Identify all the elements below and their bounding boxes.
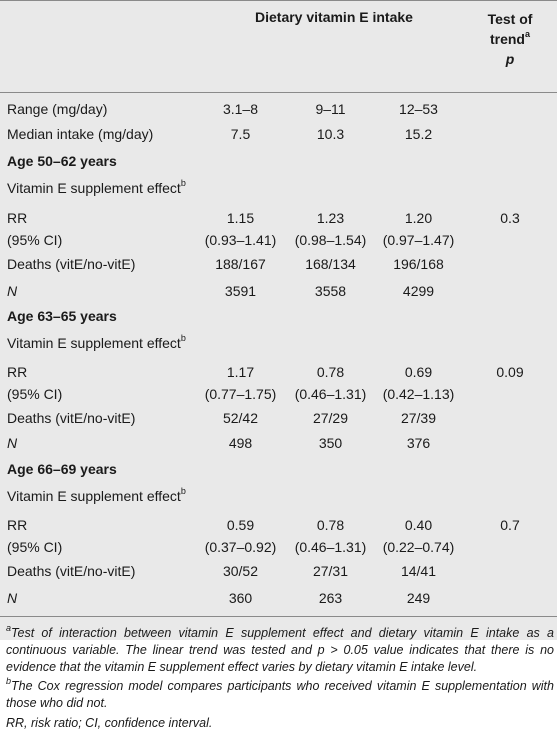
cell: 0.40 (0.22–0.74) (382, 517, 455, 555)
cell: 1.23 (0.98–1.54) (294, 210, 367, 248)
cell: 3591 (224, 283, 257, 299)
cell: 14/41 (400, 563, 437, 579)
cell: 498 (228, 435, 253, 451)
footnote-b: bThe Cox regression model compares parti… (6, 675, 554, 710)
cell: 30/52 (222, 563, 259, 579)
cell-p-value: 0.7 (500, 517, 520, 533)
header-trend-line1: Test of (487, 11, 533, 27)
row-label: Vitamin E supplement effectb (7, 178, 186, 196)
cell: 12–53 (399, 101, 438, 117)
row-label: N (7, 283, 18, 299)
cell: 1.20 (0.97–1.47) (382, 210, 455, 248)
footnote-a-ref: a (524, 29, 530, 40)
table-bottom-rule (0, 616, 557, 617)
row-label: Median intake (mg/day) (7, 126, 154, 142)
data-table: Dietary vitamin E intake Test of trenda … (0, 0, 557, 640)
row-label: Deaths (vitE/no-vitE) (7, 563, 136, 579)
cell-p-value: 0.09 (496, 364, 524, 380)
cell: 15.2 (404, 126, 433, 142)
footnote-a-mark: a (6, 622, 12, 633)
cell: 188/167 (215, 256, 266, 272)
header-trend-line2: trenda (489, 29, 530, 47)
cell-p-value: 0.3 (500, 210, 520, 226)
cell: 7.5 (230, 126, 251, 142)
header-rule (0, 92, 557, 93)
footnote-b-ref: b (180, 178, 186, 189)
row-label: RR (95% CI) (7, 517, 63, 555)
cell: 376 (406, 435, 431, 451)
cell: 52/42 (222, 410, 259, 426)
cell: 1.17 (0.77–1.75) (204, 364, 277, 402)
footnote-b-mark: b (6, 675, 12, 686)
cell: 27/31 (312, 563, 349, 579)
cell: 263 (318, 590, 343, 606)
row-label: Vitamin E supplement effectb (7, 333, 186, 351)
cell: 0.78 (0.46–1.31) (294, 364, 367, 402)
row-label: RR (95% CI) (7, 364, 63, 402)
section-title: Age 66–69 years (7, 461, 117, 477)
row-label: RR (95% CI) (7, 210, 63, 248)
cell: 9–11 (315, 101, 346, 117)
cell: 1.15 (0.93–1.41) (204, 210, 277, 248)
row-label: Deaths (vitE/no-vitE) (7, 256, 136, 272)
cell: 0.78 (0.46–1.31) (294, 517, 367, 555)
cell: 27/29 (312, 410, 349, 426)
cell: 249 (406, 590, 431, 606)
cell: 27/39 (400, 410, 437, 426)
section-title: Age 50–62 years (7, 153, 117, 169)
cell: 0.59 (0.37–0.92) (204, 517, 277, 555)
cell: 3.1–8 (222, 101, 259, 117)
cell: 3558 (314, 283, 347, 299)
table-top-rule (0, 0, 557, 1)
header-test-of-trend: Test of trenda p (460, 9, 557, 69)
cell: 350 (318, 435, 343, 451)
footnote-abbreviations: RR, risk ratio; CI, confidence interval. (6, 716, 213, 730)
row-label: N (7, 435, 18, 451)
header-dietary-intake: Dietary vitamin E intake (255, 9, 413, 25)
row-label: Vitamin E supplement effectb (7, 486, 186, 504)
row-label: N (7, 590, 18, 606)
cell: 196/168 (393, 256, 444, 272)
cell: 10.3 (316, 126, 345, 142)
row-label: Range (mg/day) (7, 101, 108, 117)
cell: 4299 (402, 283, 435, 299)
section-title: Age 63–65 years (7, 308, 117, 324)
footnote-a: aTest of interaction between vitamin E s… (6, 622, 554, 674)
footnote-b-ref: b (180, 486, 186, 497)
cell: 360 (228, 590, 253, 606)
cell: 0.69 (0.42–1.13) (382, 364, 455, 402)
cell: 168/134 (305, 256, 356, 272)
row-label: Deaths (vitE/no-vitE) (7, 410, 136, 426)
header-trend-p: p (505, 51, 515, 67)
footnote-b-ref: b (180, 333, 186, 344)
